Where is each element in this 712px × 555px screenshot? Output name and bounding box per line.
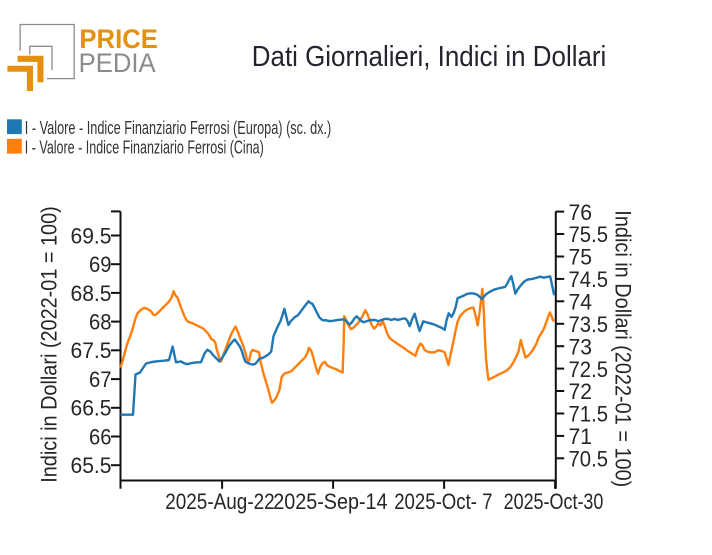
svg-text:71: 71 xyxy=(569,424,593,449)
svg-text:68: 68 xyxy=(89,310,112,335)
svg-text:I - Valore - Indice Finanziari: I - Valore - Indice Finanziario Ferrosi … xyxy=(25,136,264,157)
svg-text:2025-Aug-22: 2025-Aug-22 xyxy=(165,489,275,514)
svg-text:65.5: 65.5 xyxy=(71,453,112,478)
svg-text:69.5: 69.5 xyxy=(71,223,112,248)
svg-text:67: 67 xyxy=(89,367,112,392)
svg-text:73: 73 xyxy=(569,334,593,359)
svg-text:66: 66 xyxy=(89,424,112,449)
svg-text:72.5: 72.5 xyxy=(569,357,609,382)
svg-text:2025-Sep-14: 2025-Sep-14 xyxy=(273,489,387,514)
svg-text:75.5: 75.5 xyxy=(569,222,609,247)
svg-text:Indici in Dollari (2022-01 = 1: Indici in Dollari (2022-01 = 100) xyxy=(37,206,62,483)
svg-text:PRICE: PRICE xyxy=(79,24,157,54)
svg-text:73.5: 73.5 xyxy=(569,312,609,337)
svg-text:72: 72 xyxy=(569,379,593,404)
svg-text:74.5: 74.5 xyxy=(569,267,609,292)
svg-text:Indici in Dollari (2022-01 = 1: Indici in Dollari (2022-01 = 100) xyxy=(611,210,636,487)
svg-text:66.5: 66.5 xyxy=(71,396,112,421)
svg-text:Dati Giornalieri, Indici in Do: Dati Giornalieri, Indici in Dollari xyxy=(252,41,607,73)
svg-text:69: 69 xyxy=(89,252,112,277)
svg-text:71.5: 71.5 xyxy=(569,402,609,427)
svg-text:76: 76 xyxy=(569,200,593,225)
svg-text:70.5: 70.5 xyxy=(569,447,609,472)
svg-text:75: 75 xyxy=(569,245,593,270)
svg-text:68.5: 68.5 xyxy=(71,281,112,306)
svg-text:74: 74 xyxy=(569,290,593,315)
svg-text:I - Valore - Indice Finanziari: I - Valore - Indice Finanziario Ferrosi … xyxy=(25,117,332,138)
svg-text:2025-Oct- 7: 2025-Oct- 7 xyxy=(394,489,492,514)
svg-text:PEDIA: PEDIA xyxy=(79,48,156,78)
svg-text:67.5: 67.5 xyxy=(71,338,112,363)
svg-text:2025-Oct-30: 2025-Oct-30 xyxy=(504,489,604,514)
